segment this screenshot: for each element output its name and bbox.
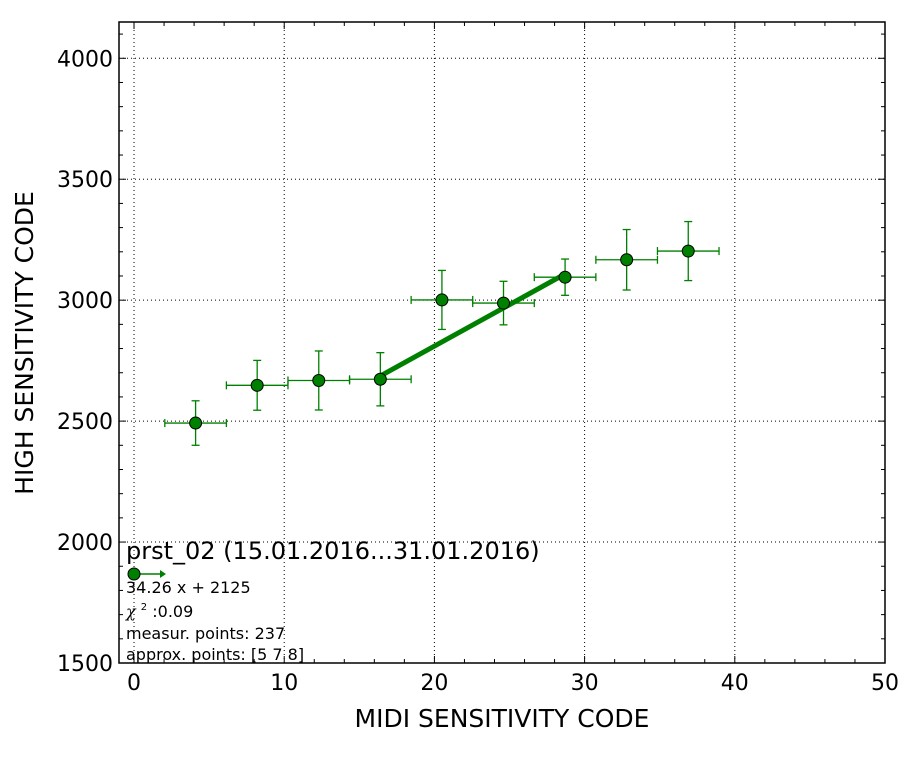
legend-chi-symbol: χ [125,602,137,621]
x-tick-label: 50 [871,671,899,696]
fit-line-group [379,271,567,379]
y-tick-label: 1500 [57,652,113,677]
data-point [620,253,634,267]
error-bars [164,220,720,446]
data-point [435,293,449,307]
legend-title: prst_02 (15.01.2016...31.01.2016) [126,537,540,565]
plot-frame [118,21,886,664]
y-tick-label: 3000 [57,289,113,314]
y-axis-label: HIGH SENSITIVITY CODE [10,191,39,495]
x-tick-label: 30 [571,671,599,696]
legend-arrow-icon [160,570,166,578]
x-axis-label: MIDI SENSITIVITY CODE [355,704,650,733]
axis-ticks: 0 10 20 30 40 50 1500 2000 2500 3000 3500 4000 [57,22,899,696]
legend-chi-exponent: 2 [141,602,147,613]
legend-marker-dot [127,567,141,581]
data-points [189,244,695,430]
x-tick-label: 0 [127,671,141,696]
data-point [681,244,695,258]
legend: prst_02 (15.01.2016...31.01.2016) 34.26 … [125,537,540,664]
y-tick-label: 2500 [57,410,113,435]
x-tick-label: 40 [721,671,749,696]
y-tick-label: 3500 [57,168,113,193]
data-point [497,296,511,310]
grid [119,22,885,663]
y-tick-label: 2000 [57,531,113,556]
legend-measur-points: measur. points: 237 [126,624,285,643]
legend-chi-value: :0.09 [152,602,193,621]
data-point [189,416,203,430]
y-tick-label: 4000 [57,47,113,72]
fit-line [379,271,567,379]
data-point [373,372,387,386]
data-point [312,373,326,387]
legend-approx-points: approx. points: [5 7 8] [126,645,304,664]
x-tick-label: 20 [420,671,448,696]
legend-equation: 34.26 x + 2125 [126,578,251,597]
data-point [558,270,572,284]
legend-chi: χ 2 :0.09 [125,595,193,621]
data-point [250,378,264,392]
x-tick-label: 10 [270,671,298,696]
